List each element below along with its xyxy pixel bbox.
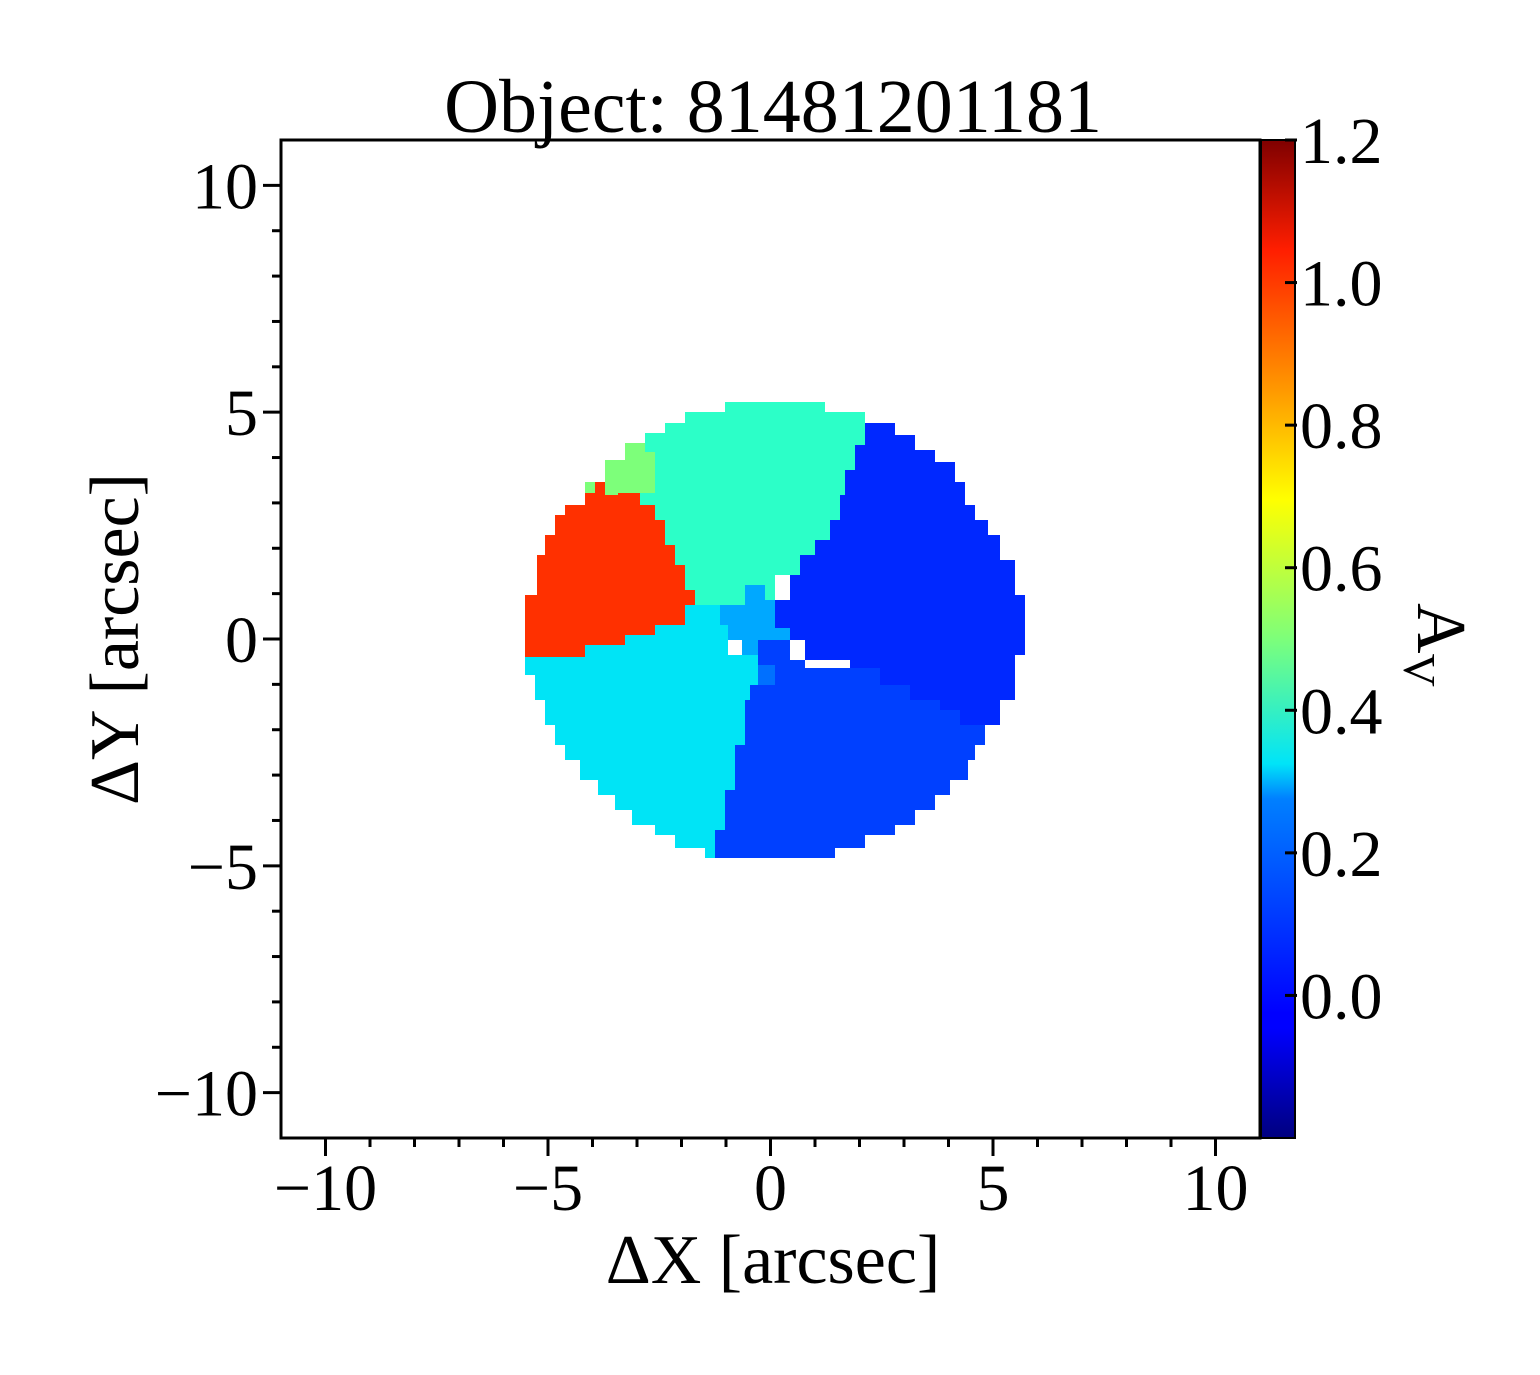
colorbar-tick-label: 0.2 (1300, 818, 1383, 891)
x-tick-label: −10 (274, 1152, 377, 1225)
region-southwest (525, 605, 758, 858)
y-axis-label: ΔY [arcsec] (77, 473, 154, 805)
region-west (525, 482, 695, 657)
y-axis: −10 −5 0 5 10 (155, 150, 281, 1131)
colorbar-tick-label: 1.2 (1300, 105, 1383, 178)
colorbar-label-main: A (1402, 603, 1479, 654)
colorbar-tick-label: 0.8 (1300, 390, 1383, 463)
region-center (720, 585, 790, 655)
region-south (715, 640, 985, 858)
colorbar-label: AV (1394, 603, 1479, 687)
y-tick-label: −5 (188, 831, 258, 904)
colorbar-gradient (1260, 139, 1296, 1139)
y-tick-label: 0 (225, 604, 258, 677)
y-tick-label: 10 (192, 150, 258, 223)
x-tick-label: 10 (1183, 1152, 1249, 1225)
colorbar-ticks: 0.0 0.2 0.4 0.6 0.8 1.0 1.2 (1285, 105, 1383, 1033)
colorbar-tick-label: 0.4 (1300, 675, 1383, 748)
x-axis-label: ΔX [arcsec] (606, 1222, 941, 1299)
region-north (640, 402, 865, 605)
region-northwest-edge (585, 443, 655, 495)
x-tick-label: 5 (977, 1152, 1010, 1225)
colorbar-label-subscript: V (1394, 654, 1445, 687)
colorbar: 0.0 0.2 0.4 0.6 0.8 1.0 1.2 AV (1260, 105, 1479, 1139)
x-tick-label: −5 (513, 1152, 583, 1225)
y-tick-label: 5 (225, 377, 258, 450)
colorbar-tick-label: 1.0 (1300, 248, 1383, 321)
y-tick-label: −10 (155, 1058, 258, 1131)
region-center-bin (758, 665, 775, 685)
region-east (775, 423, 1025, 725)
x-axis: −10 −5 0 5 10 (274, 1138, 1249, 1225)
colorbar-tick-label: 0.6 (1300, 533, 1383, 606)
chart-title: Object: 81481201181 (444, 65, 1102, 149)
colorbar-tick-label: 0.0 (1300, 960, 1383, 1033)
x-tick-label: 0 (754, 1152, 787, 1225)
map-panel: −10 −5 0 5 10 −10 −5 0 5 10 (155, 138, 1262, 1225)
av-map-regions (525, 402, 1025, 858)
